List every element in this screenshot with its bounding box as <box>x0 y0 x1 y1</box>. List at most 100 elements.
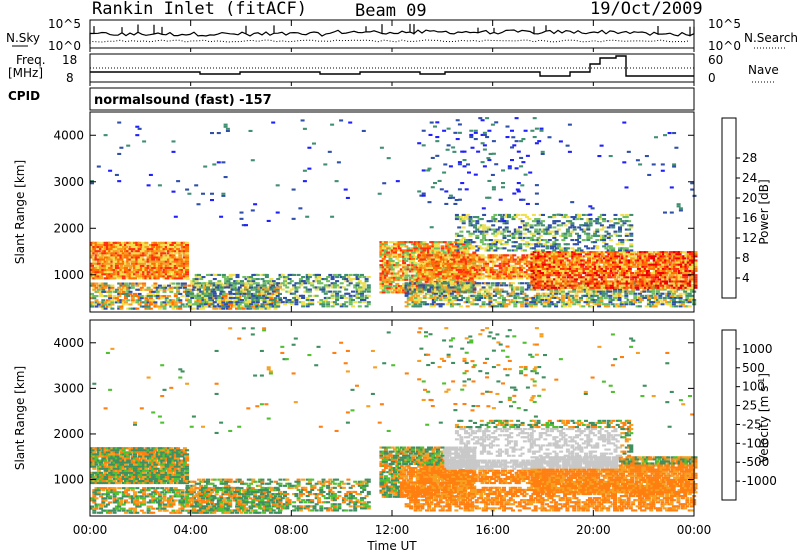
heatmap-cell <box>249 303 254 306</box>
heatmap-cell <box>505 258 510 261</box>
heatmap-cell <box>555 261 560 264</box>
heatmap-cell <box>135 250 140 253</box>
heatmap-cell <box>142 250 147 253</box>
heatmap-cell <box>671 288 676 291</box>
heatmap-cell <box>558 290 563 293</box>
heatmap-cell <box>424 256 428 259</box>
heatmap-cell <box>495 288 500 291</box>
heatmap-cell <box>496 264 501 267</box>
heatmap-cell <box>112 297 117 300</box>
heatmap-cell <box>128 248 133 251</box>
heatmap-cell <box>657 269 662 272</box>
heatmap-cell <box>103 301 108 304</box>
heatmap-cell <box>522 292 527 295</box>
heatmap-cell <box>607 280 612 283</box>
heatmap-cell <box>580 280 585 283</box>
heatmap-cell <box>199 290 204 293</box>
heatmap-cell <box>525 260 530 263</box>
heatmap-cell <box>411 253 416 256</box>
heatmap-cell <box>388 241 393 244</box>
heatmap-cell <box>124 252 128 255</box>
heatmap-cell <box>486 294 491 297</box>
heatmap-cell <box>235 288 240 291</box>
heatmap-cell <box>226 282 231 285</box>
heatmap-cell <box>639 263 644 266</box>
heatmap-cell <box>465 245 470 248</box>
heatmap-cell <box>419 264 424 267</box>
heatmap-cell <box>573 278 578 281</box>
heatmap-cell <box>228 299 233 302</box>
heatmap-cell <box>404 278 409 281</box>
heatmap-cell <box>388 249 393 252</box>
heatmap-cell <box>133 254 137 257</box>
heatmap-cell <box>592 290 597 293</box>
heatmap-cell <box>164 258 169 261</box>
heatmap-cell <box>317 280 321 283</box>
heatmap-cell <box>553 251 558 254</box>
heatmap-cell <box>395 257 400 260</box>
heatmap-cell <box>555 278 560 281</box>
heatmap-cell <box>671 296 676 299</box>
heatmap-cell <box>575 253 580 256</box>
heatmap-cell <box>488 288 493 291</box>
heatmap-cell <box>155 260 160 263</box>
heatmap-cell <box>201 276 206 279</box>
heatmap-cell <box>452 288 457 291</box>
heatmap-cell <box>128 290 133 293</box>
heatmap-cell <box>621 257 625 260</box>
heatmap-cell <box>130 275 135 278</box>
heatmap-cell <box>554 288 559 291</box>
heatmap-cell <box>119 307 124 310</box>
heatmap-cell <box>307 301 312 304</box>
heatmap-cell <box>221 276 226 279</box>
heatmap-cell <box>612 265 616 268</box>
heatmap-cell <box>148 297 153 300</box>
heatmap-cell <box>435 271 440 274</box>
heatmap-cell <box>431 288 436 291</box>
heatmap-cell <box>395 278 400 281</box>
heatmap-cell <box>397 253 402 256</box>
heatmap-cell <box>301 305 306 308</box>
heatmap-cell <box>677 263 682 266</box>
heatmap-cell <box>655 282 659 285</box>
heatmap-cell <box>362 286 367 289</box>
heatmap-cell <box>301 296 306 299</box>
heatmap-cell <box>661 253 666 256</box>
heatmap-cell <box>121 277 126 280</box>
heatmap-cell <box>110 277 115 280</box>
heatmap-cell <box>246 307 251 310</box>
heatmap-cell <box>636 282 641 285</box>
heatmap-cell <box>117 248 122 251</box>
heatmap-cell <box>487 266 492 269</box>
heatmap-cell <box>628 303 633 306</box>
heatmap-cell <box>548 257 553 260</box>
heatmap-cell <box>625 284 630 287</box>
heatmap-cell <box>126 241 131 244</box>
heatmap-cell <box>110 275 115 278</box>
heatmap-cell <box>126 288 131 291</box>
heatmap-cell <box>661 263 666 266</box>
heatmap-cell <box>99 292 104 295</box>
heatmap-cell <box>409 299 414 302</box>
heatmap-cell <box>573 263 578 266</box>
heatmap-cell <box>470 286 475 289</box>
heatmap-cell <box>541 269 546 272</box>
heatmap-cell <box>185 260 190 263</box>
heatmap-cell <box>519 275 524 278</box>
heatmap-cell <box>657 278 662 281</box>
heatmap-cell <box>436 284 441 287</box>
heatmap-cell <box>298 278 303 281</box>
heatmap-cell <box>587 269 591 272</box>
heatmap-cell <box>630 276 635 279</box>
heatmap-cell <box>128 292 133 295</box>
heatmap-cell <box>160 248 165 251</box>
heatmap-cell <box>541 278 546 281</box>
heatmap-cell <box>677 280 682 283</box>
heatmap-cell <box>473 269 478 272</box>
heatmap-cell <box>413 305 418 308</box>
heatmap-cell <box>217 288 222 291</box>
heatmap-cell <box>562 261 567 264</box>
heatmap-cell <box>137 277 142 280</box>
heatmap-cell <box>619 290 624 293</box>
heatmap-cell <box>296 286 301 289</box>
